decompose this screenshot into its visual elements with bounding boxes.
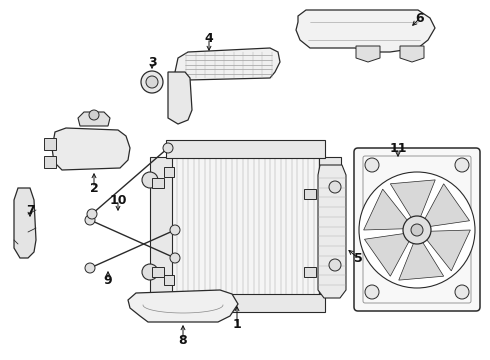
Bar	[150, 157, 172, 295]
Text: 7: 7	[25, 203, 34, 216]
Circle shape	[329, 181, 341, 193]
Polygon shape	[422, 184, 469, 227]
Bar	[166, 140, 325, 158]
Polygon shape	[399, 238, 443, 280]
Polygon shape	[423, 230, 470, 271]
Circle shape	[142, 264, 158, 280]
Circle shape	[359, 172, 475, 288]
Circle shape	[141, 71, 163, 93]
Circle shape	[163, 143, 173, 153]
FancyBboxPatch shape	[363, 156, 471, 303]
Circle shape	[146, 76, 158, 88]
Polygon shape	[44, 138, 56, 150]
FancyBboxPatch shape	[354, 148, 480, 311]
Bar	[304, 267, 316, 277]
Text: 4: 4	[205, 31, 213, 45]
Text: 3: 3	[147, 55, 156, 68]
Polygon shape	[318, 165, 346, 298]
Circle shape	[403, 216, 431, 244]
Circle shape	[142, 172, 158, 188]
Text: 11: 11	[389, 141, 407, 154]
Circle shape	[170, 253, 180, 263]
Text: 5: 5	[354, 252, 363, 265]
Circle shape	[87, 209, 97, 219]
Polygon shape	[296, 10, 435, 52]
Polygon shape	[391, 180, 435, 222]
Circle shape	[455, 285, 469, 299]
Polygon shape	[168, 72, 192, 124]
Bar	[152, 267, 164, 277]
Polygon shape	[364, 189, 411, 230]
Polygon shape	[52, 128, 130, 170]
Bar	[304, 189, 316, 199]
Circle shape	[365, 285, 379, 299]
Polygon shape	[78, 112, 110, 126]
Circle shape	[170, 225, 180, 235]
Circle shape	[365, 158, 379, 172]
Bar	[164, 167, 174, 177]
Bar	[319, 157, 341, 295]
Text: 1: 1	[233, 319, 242, 332]
Text: 6: 6	[416, 12, 424, 24]
Circle shape	[411, 224, 423, 236]
Circle shape	[85, 215, 95, 225]
Polygon shape	[175, 48, 280, 80]
Polygon shape	[365, 233, 412, 276]
Bar	[164, 275, 174, 285]
Circle shape	[85, 263, 95, 273]
Polygon shape	[400, 46, 424, 62]
Polygon shape	[128, 290, 238, 322]
Polygon shape	[356, 46, 380, 62]
Text: 9: 9	[104, 274, 112, 287]
Polygon shape	[44, 156, 56, 168]
Text: 8: 8	[179, 333, 187, 346]
Circle shape	[89, 110, 99, 120]
Circle shape	[329, 259, 341, 271]
Circle shape	[455, 158, 469, 172]
Bar	[152, 178, 164, 188]
Bar	[168, 152, 323, 300]
Text: 2: 2	[90, 181, 98, 194]
Bar	[166, 294, 325, 312]
Text: 10: 10	[109, 194, 127, 207]
Polygon shape	[14, 188, 36, 258]
